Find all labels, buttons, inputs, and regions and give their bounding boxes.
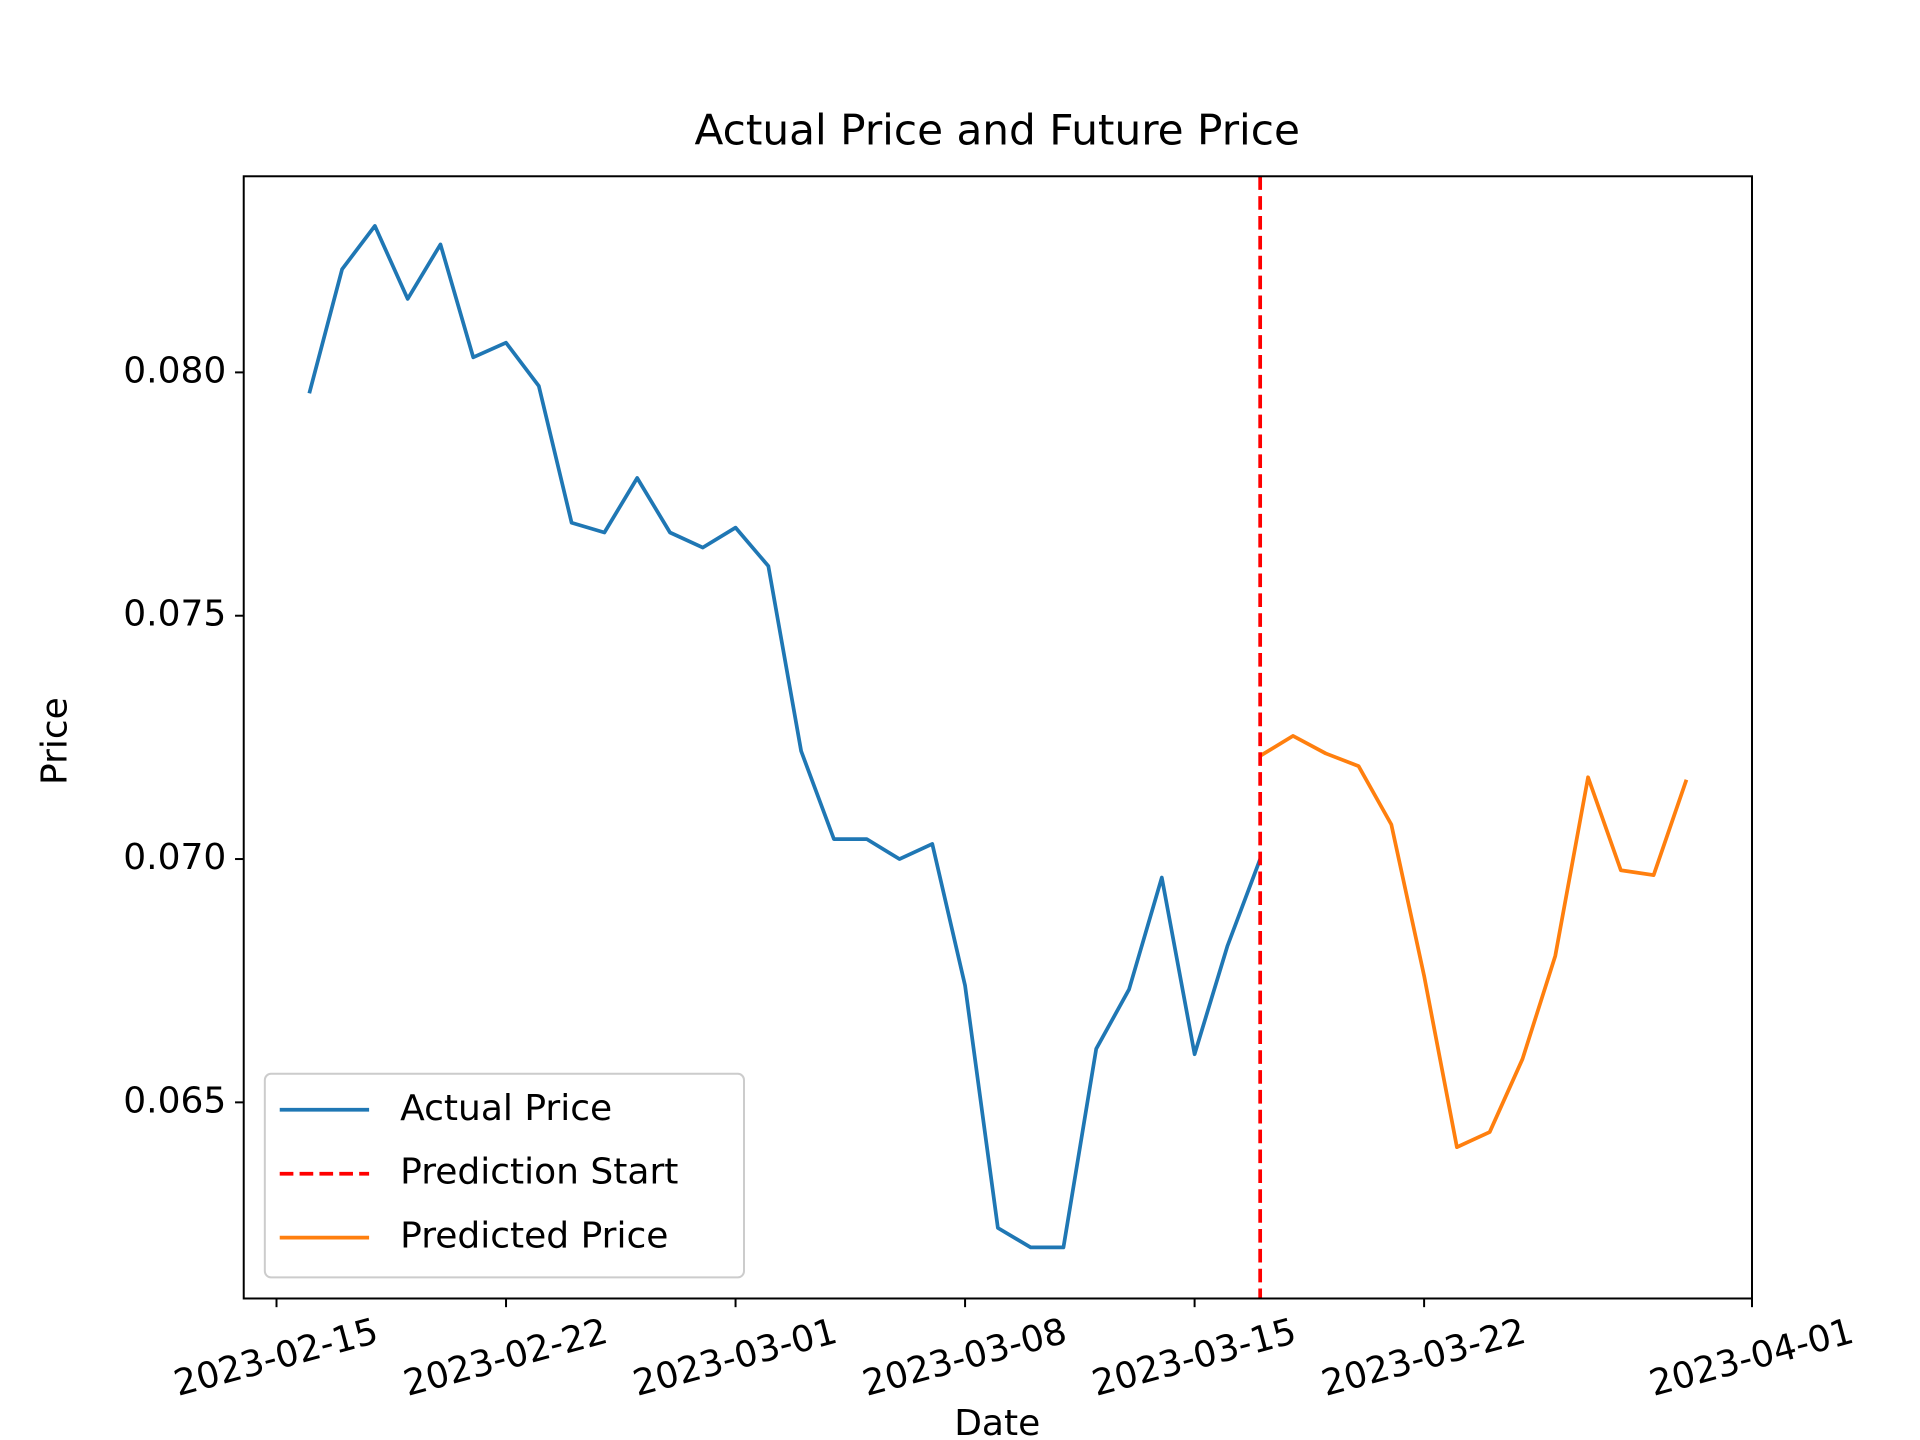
legend-label: Actual Price — [400, 1088, 612, 1129]
plot-frame — [242, 175, 1753, 1300]
legend-label: Predicted Price — [400, 1216, 668, 1257]
chart-title: Actual Price and Future Price — [695, 105, 1300, 154]
y-tick-label: 0.070 — [123, 837, 226, 878]
y-tick-label: 0.065 — [123, 1080, 226, 1121]
y-tick-label: 0.075 — [123, 594, 226, 635]
legend: Actual Price Prediction Start Predicted Pr… — [263, 1072, 745, 1279]
y-axis-label: Price — [34, 697, 75, 785]
line-series — [307, 224, 1262, 1250]
legend-box — [263, 1072, 745, 1279]
y-tick-label: 0.080 — [123, 350, 226, 391]
legend-label: Prediction Start — [400, 1152, 678, 1193]
line-series — [1259, 734, 1689, 1149]
x-axis-label: Date — [954, 1403, 1040, 1440]
